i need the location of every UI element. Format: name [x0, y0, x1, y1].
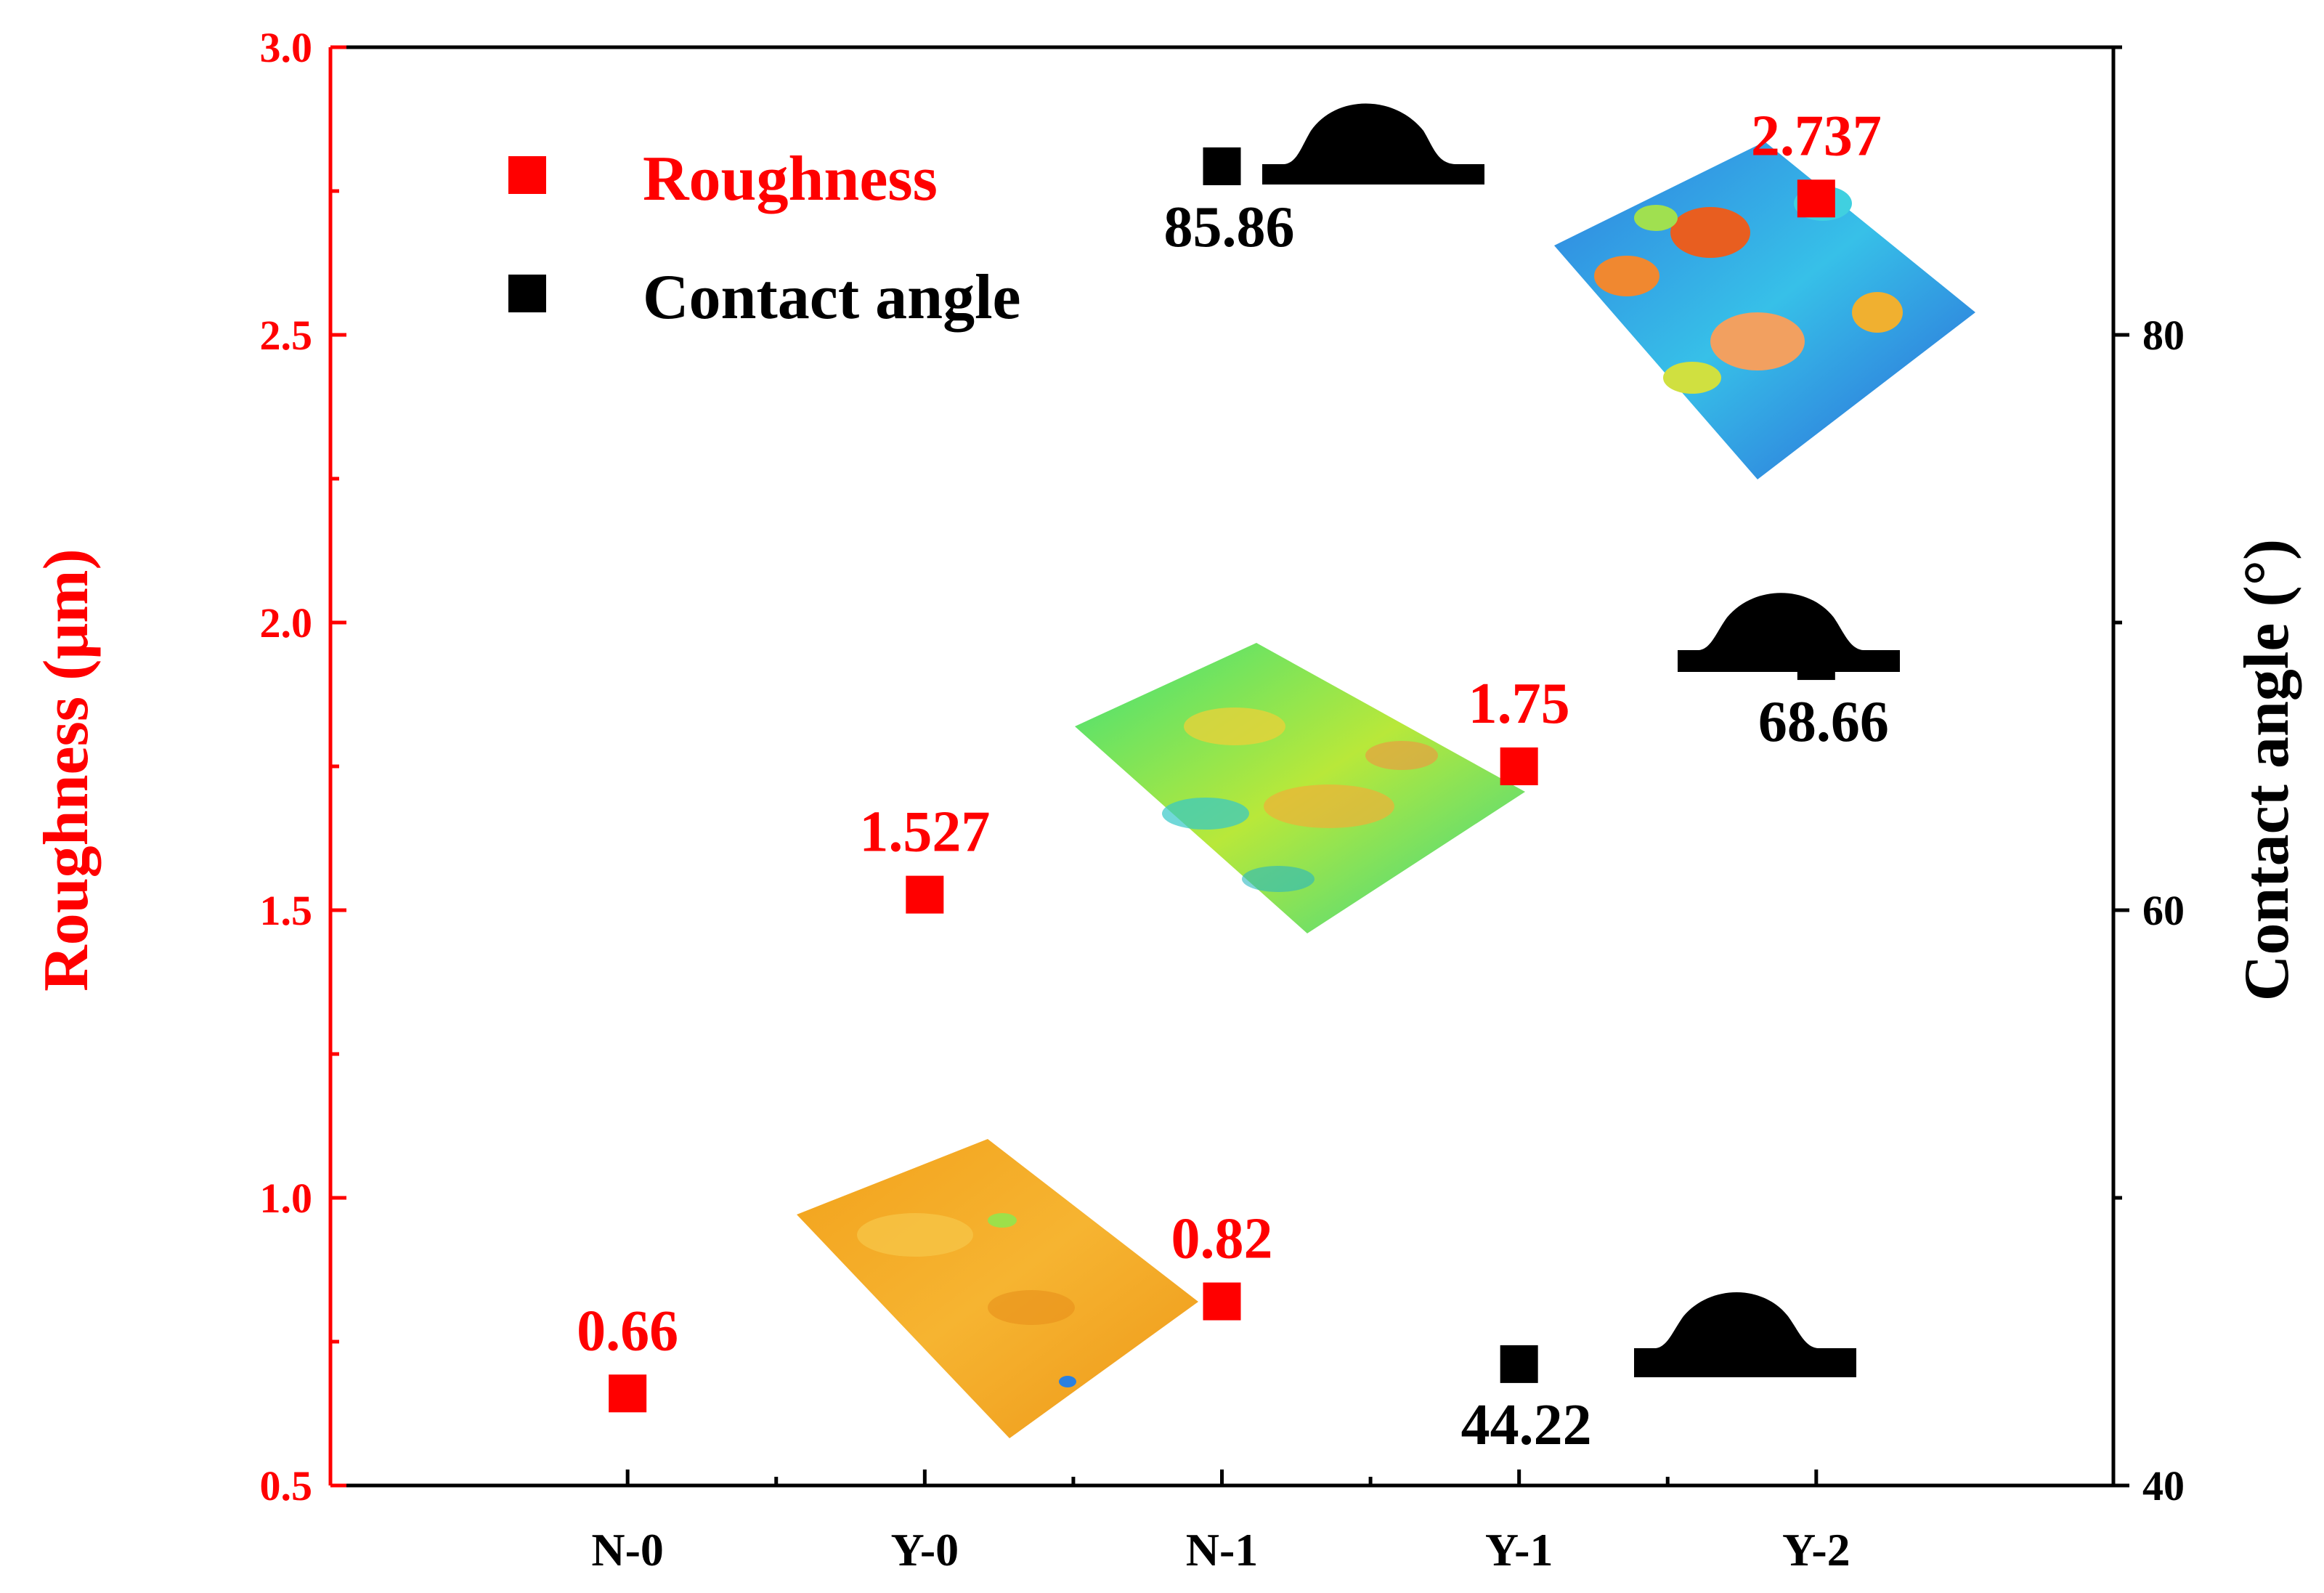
y-left-tick-label: 1.0 [260, 1175, 313, 1222]
roughness-point [1797, 179, 1835, 218]
roughness-value-label: 2.737 [1751, 104, 1882, 168]
roughness-value-label: 1.527 [859, 800, 990, 864]
x-tick-label: N-0 [591, 1524, 664, 1576]
y-right-tick-label: 80 [2142, 312, 2185, 359]
contact-angle-value-label: 44.22 [1461, 1393, 1592, 1457]
surface-map-rough [1554, 142, 1975, 479]
roughness-value-label: 0.66 [577, 1299, 678, 1363]
contact-angle-point [1500, 1345, 1538, 1383]
contact-angle-point [1797, 642, 1835, 681]
y-axis-right-ticks: 40 60 80 [2113, 45, 2185, 1509]
y-left-tick-label: 2.0 [260, 599, 313, 646]
legend-roughness-marker [508, 156, 546, 194]
y-axis-left-ticks: 0.5 1.0 1.5 2.0 2.5 3.0 [260, 24, 346, 1509]
x-tick-label: N-1 [1186, 1524, 1259, 1576]
legend-contact-angle-label: Contact angle [643, 262, 1021, 333]
y-left-tick-label: 3.0 [260, 24, 313, 71]
y-left-tick-label: 2.5 [260, 312, 313, 359]
roughness-point [1203, 1282, 1241, 1321]
roughness-point [609, 1374, 647, 1413]
legend-roughness-label: Roughness [643, 144, 938, 214]
legend: Roughness Contact angle [508, 144, 1021, 333]
contact-angle-value-label: 68.66 [1758, 690, 1889, 754]
roughness-value-label: 1.75 [1468, 672, 1570, 736]
droplet-silhouette-1 [1262, 103, 1484, 185]
contact-angle-value-label: 85.86 [1164, 195, 1295, 259]
droplet-silhouette-3 [1634, 1292, 1856, 1377]
y-axis-left-label: Roughness (μm) [31, 548, 102, 992]
surface-map-medium [1075, 643, 1525, 933]
y-right-tick-label: 60 [2142, 887, 2185, 934]
y-axis-right-label: Contact angle (°) [2232, 539, 2302, 1001]
data-marks: 0.66 1.527 0.82 1.75 2.737 85.86 68.66 44.22 [577, 104, 1889, 1457]
y-left-tick-label: 0.5 [260, 1462, 313, 1509]
roughness-point [1500, 747, 1538, 785]
x-tick-label: Y-2 [1782, 1524, 1850, 1576]
y-right-tick-label: 40 [2142, 1462, 2185, 1509]
roughness-value-label: 0.82 [1171, 1207, 1273, 1271]
x-tick-label: Y-0 [891, 1524, 959, 1576]
droplet-silhouette-2 [1678, 593, 1900, 672]
x-tick-label: Y-1 [1485, 1524, 1553, 1576]
surface-map-smooth [797, 1139, 1198, 1438]
x-axis-ticks: N-0 Y-0 N-1 Y-1 Y-2 [591, 1470, 1850, 1576]
contact-angle-point [1203, 147, 1241, 185]
y-left-tick-label: 1.5 [260, 887, 313, 934]
roughness-point [906, 875, 944, 914]
legend-contact-angle-marker [508, 275, 546, 312]
